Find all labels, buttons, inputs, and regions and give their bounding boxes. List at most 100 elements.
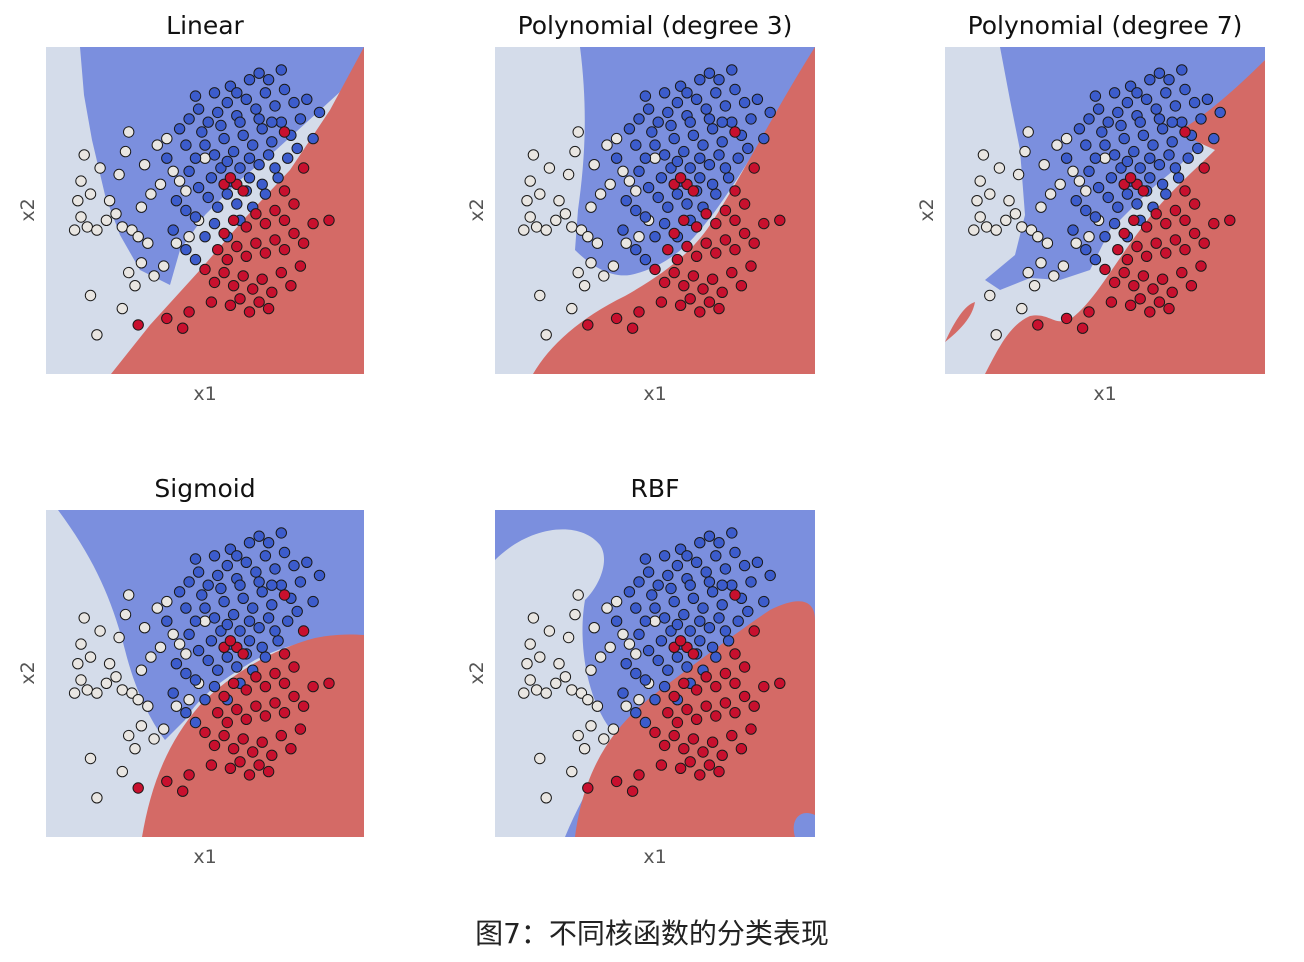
data-point-red: [735, 280, 748, 292]
data-point-red: [221, 716, 234, 729]
data-point-white: [1057, 260, 1070, 272]
data-point-red: [681, 703, 693, 716]
data-point-blue: [706, 586, 719, 598]
data-point-red: [278, 707, 291, 719]
data-point-blue: [189, 674, 202, 686]
data-point-red: [1134, 293, 1146, 305]
data-point-blue: [706, 178, 719, 191]
data-point-blue: [678, 608, 690, 621]
data-point-blue: [630, 667, 642, 680]
data-point-blue: [243, 635, 256, 647]
points-layer: [518, 64, 786, 341]
data-point-white: [610, 132, 623, 145]
data-point-white: [116, 302, 129, 315]
data-point-blue: [1102, 116, 1114, 128]
data-point-red: [729, 677, 741, 689]
data-point-white: [540, 792, 552, 804]
data-point-red: [199, 263, 211, 276]
data-point-red: [649, 263, 661, 276]
data-point-white: [170, 237, 183, 249]
data-point-white: [103, 658, 116, 670]
data-point-red: [1076, 322, 1089, 334]
data-point-white: [135, 257, 148, 269]
data-point-blue: [269, 162, 281, 174]
x-axis-label: x1: [1093, 383, 1116, 405]
data-point-white: [984, 188, 996, 200]
data-point-blue: [180, 244, 192, 256]
data-point-white: [1000, 214, 1012, 227]
data-point-blue: [1156, 123, 1169, 135]
data-point-blue: [1195, 113, 1207, 125]
data-point-red: [745, 723, 757, 735]
data-point-blue: [269, 625, 281, 637]
data-point-blue: [262, 74, 275, 86]
data-point-blue: [713, 537, 725, 549]
data-point-white: [610, 595, 623, 608]
data-point-white: [578, 743, 591, 755]
data-point-blue: [671, 559, 684, 572]
data-point-red: [700, 208, 712, 220]
data-point-blue: [658, 87, 671, 99]
data-point-blue: [231, 661, 243, 673]
y-axis-label: x2: [466, 661, 488, 684]
data-point-red: [218, 729, 230, 742]
data-point-red: [649, 726, 661, 739]
data-point-red: [288, 690, 300, 703]
data-point-blue: [199, 694, 211, 706]
data-point-red: [658, 276, 671, 289]
data-point-red: [671, 253, 684, 266]
data-point-red: [668, 227, 680, 240]
data-point-blue: [716, 579, 728, 591]
data-point-red: [668, 266, 680, 279]
plot-area: [46, 47, 364, 374]
data-point-blue: [1099, 231, 1111, 243]
data-point-blue: [630, 707, 642, 719]
data-point-white: [566, 765, 578, 778]
data-point-white: [75, 211, 87, 223]
data-point-red: [240, 684, 253, 696]
x-axis-label: x1: [643, 383, 666, 405]
data-point-white: [75, 638, 87, 650]
data-point-red: [1128, 214, 1140, 227]
data-point-blue: [1083, 165, 1095, 178]
data-point-blue: [617, 224, 629, 236]
data-point-white: [1051, 139, 1063, 151]
data-point-blue: [288, 559, 300, 572]
data-point-blue: [630, 139, 642, 151]
data-point-blue: [288, 96, 300, 109]
data-point-blue: [726, 527, 738, 539]
data-point-white: [81, 221, 94, 233]
data-point-blue: [202, 654, 214, 667]
data-point-blue: [646, 589, 658, 601]
data-point-blue: [694, 152, 706, 164]
data-point-blue: [642, 566, 655, 578]
data-point-red: [1150, 208, 1162, 220]
data-point-white: [649, 152, 661, 164]
data-point-blue: [639, 716, 652, 729]
data-point-white: [990, 329, 1002, 341]
data-point-red: [687, 270, 700, 282]
data-point-white: [1032, 231, 1044, 243]
data-point-blue: [742, 142, 754, 155]
data-point-red: [1083, 306, 1095, 318]
data-point-white: [534, 752, 546, 765]
data-point-blue: [623, 586, 636, 598]
data-point-red: [1140, 250, 1153, 262]
data-point-blue: [192, 566, 205, 578]
data-point-blue: [221, 188, 234, 200]
data-point-white: [1035, 201, 1047, 213]
data-point-red: [253, 296, 265, 308]
data-point-white: [1038, 159, 1050, 171]
data-point-blue: [633, 165, 645, 178]
data-point-white: [534, 188, 546, 200]
data-point-white: [123, 729, 135, 742]
data-point-blue: [250, 566, 262, 578]
data-point-red: [227, 214, 240, 227]
data-point-red: [224, 299, 237, 311]
chart-title: Sigmoid: [154, 474, 255, 503]
data-point-blue: [234, 579, 246, 591]
data-point-white: [123, 126, 135, 138]
data-point-blue: [1140, 93, 1153, 106]
data-point-red: [626, 785, 639, 797]
data-point-blue: [1080, 139, 1092, 151]
